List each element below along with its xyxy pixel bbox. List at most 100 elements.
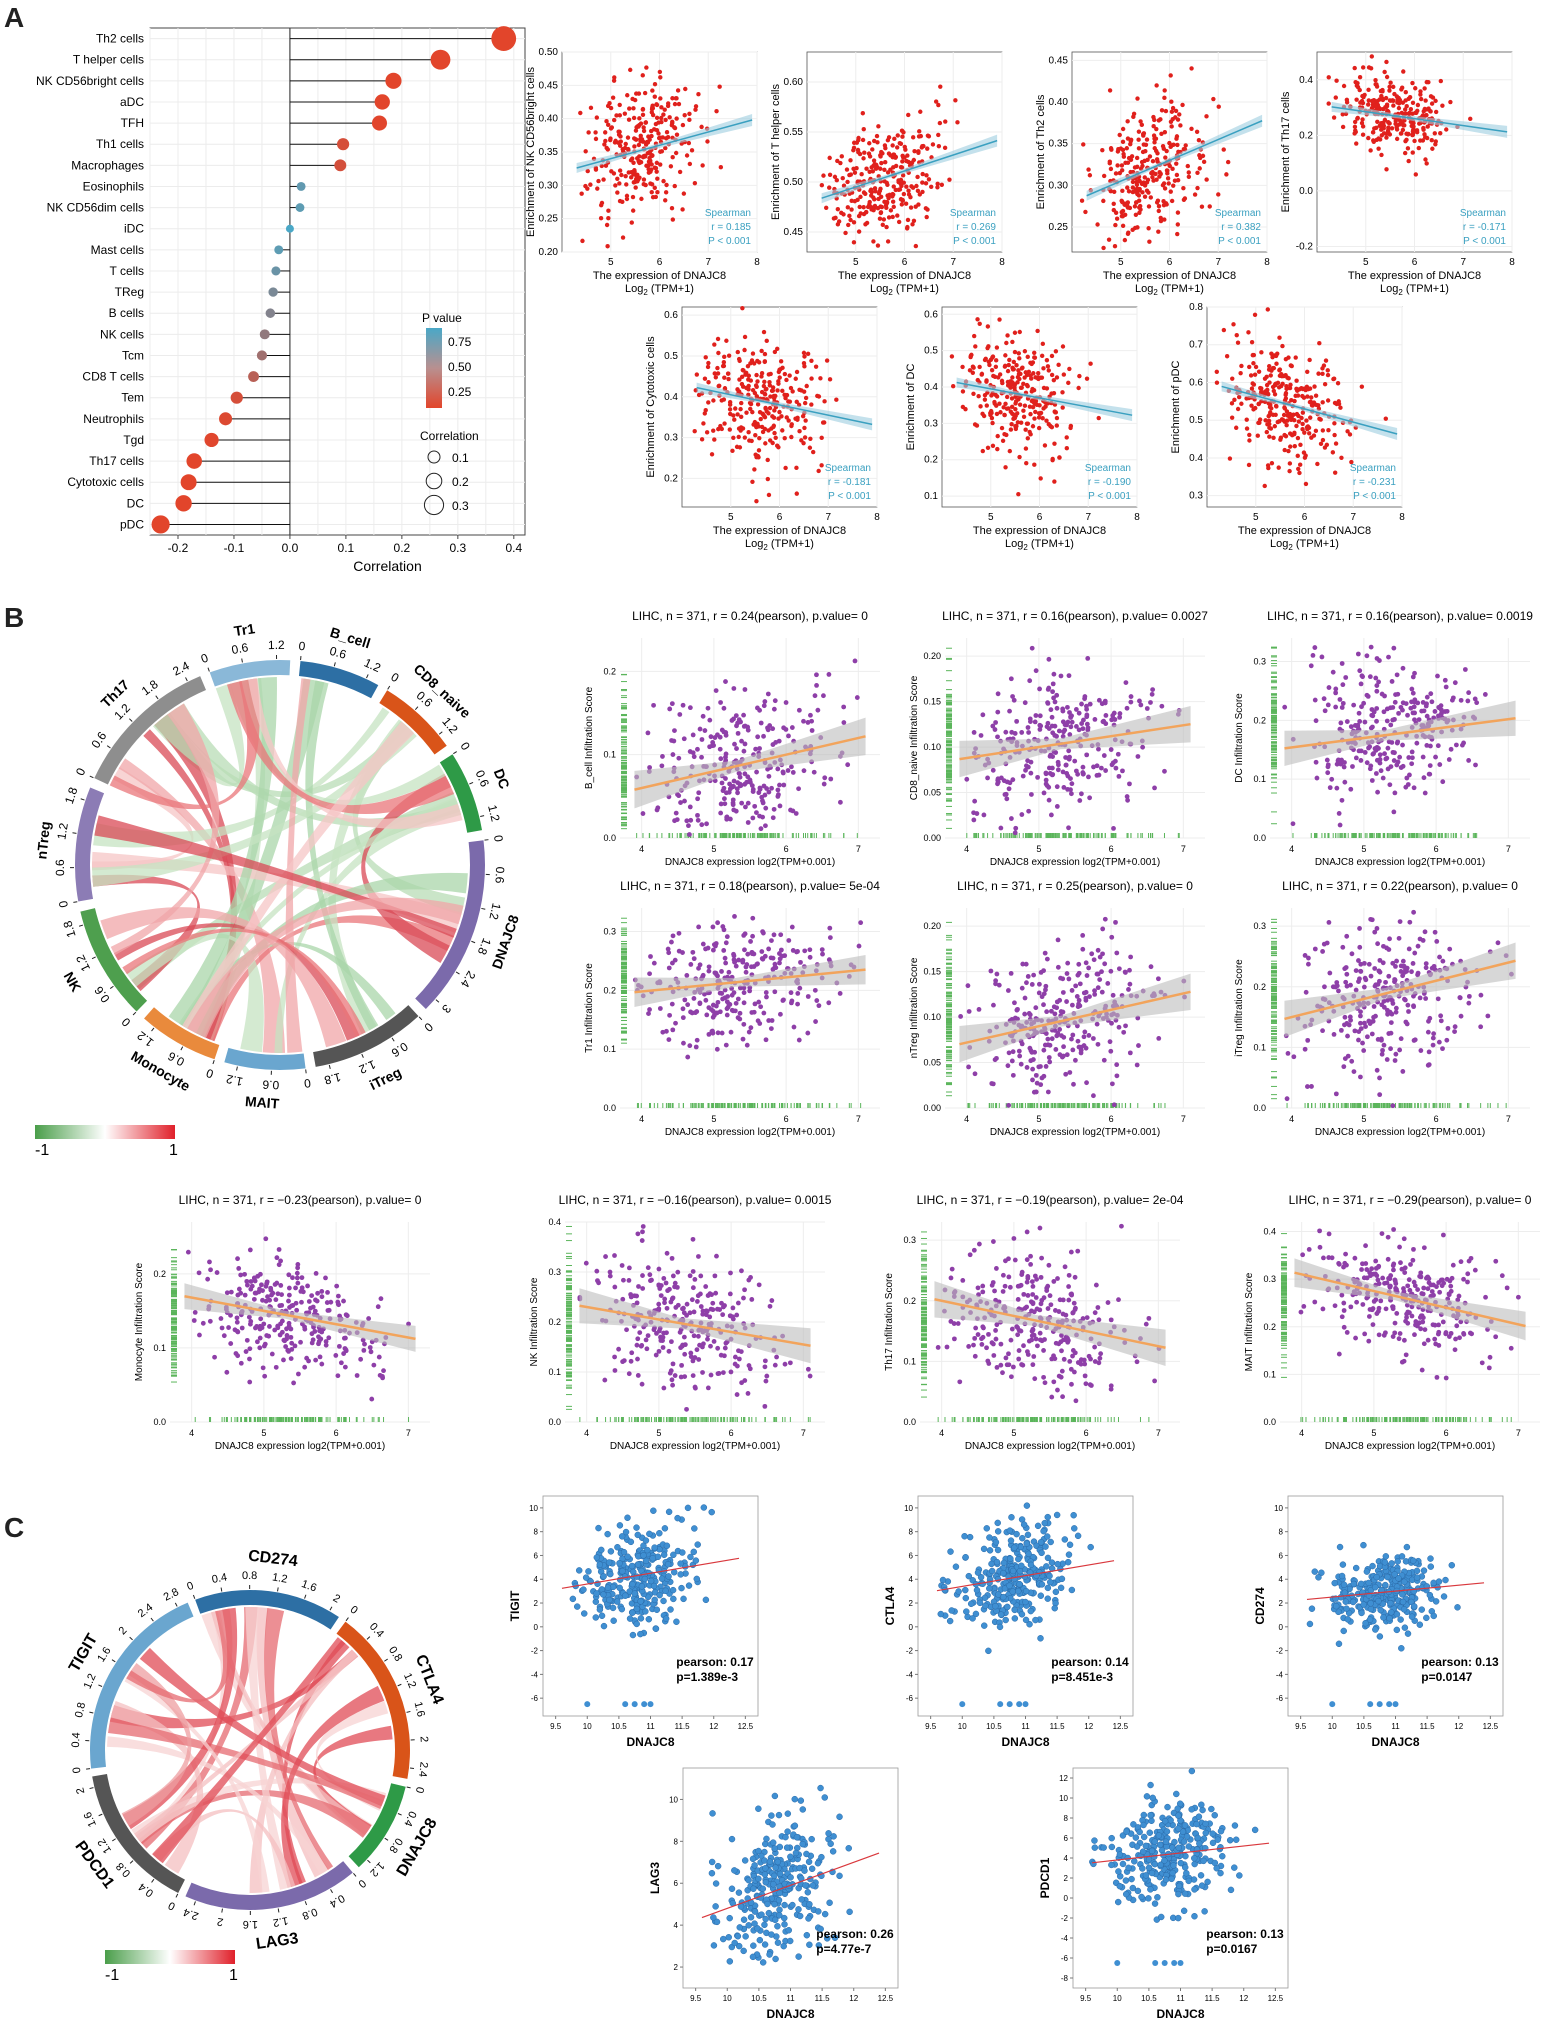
scatter-point (1253, 372, 1257, 376)
scatter-point (882, 200, 886, 204)
scatter-point (706, 361, 710, 365)
scatter-point (1390, 679, 1395, 684)
scatter-point (845, 762, 850, 767)
scatter-point (1326, 368, 1330, 372)
scatter-point (903, 145, 907, 149)
scatter-point (1339, 456, 1343, 460)
x-tick-label: 5 (711, 844, 716, 854)
scatter-point (1434, 110, 1438, 114)
scatter-point (712, 342, 716, 346)
scatter-point (1068, 787, 1073, 792)
scatter-point (990, 724, 995, 729)
category-label: aDC (120, 95, 144, 109)
scatter-point (1385, 104, 1389, 108)
scatter-point (1019, 812, 1024, 817)
scatter-point (783, 396, 787, 400)
scatter-point (969, 353, 973, 357)
scatter-point (886, 196, 890, 200)
scatter-point (1291, 821, 1296, 826)
scatter-point (989, 409, 993, 413)
scatter-point (646, 167, 650, 171)
scatter-point (1026, 730, 1031, 735)
scatter-point (1399, 705, 1404, 710)
segment-tick-label: 0.6 (473, 768, 493, 789)
scatter-point (815, 708, 820, 713)
scatter-point (778, 1012, 783, 1017)
scatter-point (720, 1031, 725, 1036)
x-axis-title: DNAJC8 expression log2(TPM+0.001) (665, 1127, 835, 1138)
scatter-point (685, 153, 689, 157)
y-tick-label: 0.4 (1189, 453, 1203, 464)
scatter-point (1052, 672, 1057, 677)
scatter-point (806, 720, 811, 725)
scatter-point (1411, 127, 1415, 131)
scatter-point (806, 994, 811, 999)
scatter-point (822, 399, 826, 403)
scatter-point (1178, 123, 1182, 127)
scatter-point (743, 805, 748, 810)
scatter-point (1309, 395, 1313, 399)
scatter-point (661, 179, 665, 183)
scatter-point (648, 954, 653, 959)
x-tick-label: 7 (856, 844, 861, 854)
scatter-point (880, 205, 884, 209)
scatter-point (1463, 667, 1468, 672)
scatter-point (1401, 123, 1405, 127)
scatter-point (1325, 770, 1330, 775)
scatter-point (1321, 428, 1325, 432)
scatter-point (899, 178, 903, 182)
scatter-point (1125, 706, 1130, 711)
scatter-point (894, 164, 898, 168)
scatter-point (721, 729, 726, 734)
scatter-point (1426, 80, 1430, 84)
scatter-point (1439, 79, 1443, 83)
scatter-point (727, 970, 732, 975)
scatter-point (1409, 761, 1414, 766)
scatter-point (1411, 150, 1415, 154)
scatter-point (1265, 430, 1269, 434)
scatter-point (1359, 758, 1364, 763)
segment-tick (79, 925, 83, 926)
scatter-point (713, 971, 718, 976)
y-tick-label: 0.4 (1299, 75, 1313, 86)
scatter-point (1435, 674, 1440, 679)
scatter-point (817, 394, 821, 398)
segment-tick-label: 0 (199, 651, 210, 667)
scatter-point (772, 932, 777, 937)
scatter-point (1156, 199, 1160, 203)
scatter-point (786, 734, 791, 739)
scatter-point (1114, 171, 1118, 175)
scatter-point (1104, 713, 1109, 718)
scatter-point (1176, 178, 1180, 182)
scatter-point (655, 190, 659, 194)
scatter-point (1070, 720, 1075, 725)
scatter-point (1390, 718, 1395, 723)
scatter-point (1294, 424, 1298, 428)
scatter-point (682, 799, 687, 804)
scatter-point (743, 435, 747, 439)
scatter-point (1081, 142, 1085, 146)
scatter-point (777, 368, 781, 372)
scatter-point (1234, 426, 1238, 430)
scatter-point (869, 193, 873, 197)
lollipop-dot (248, 371, 259, 382)
scatter-point (772, 424, 776, 428)
segment-tick-label: 1.2 (225, 1072, 245, 1089)
segment-tick (456, 972, 459, 974)
scatter-point (916, 149, 920, 153)
scatter-point (627, 106, 631, 110)
lollipop-dot (268, 287, 277, 296)
scatter-point (1394, 125, 1398, 129)
scatter-point (1146, 226, 1150, 230)
scatter-point (986, 324, 990, 328)
scatter-point (1386, 126, 1390, 130)
legend-size-title: Correlation (420, 429, 479, 443)
scatter-point (1068, 724, 1073, 729)
scatter-point (1003, 465, 1007, 469)
scatter-point (1050, 457, 1054, 461)
scatter-point (1348, 787, 1353, 792)
scatter-point (732, 742, 737, 747)
scatter-point (760, 798, 765, 803)
scatter-point (1088, 173, 1092, 177)
scatter-point (1377, 658, 1382, 663)
